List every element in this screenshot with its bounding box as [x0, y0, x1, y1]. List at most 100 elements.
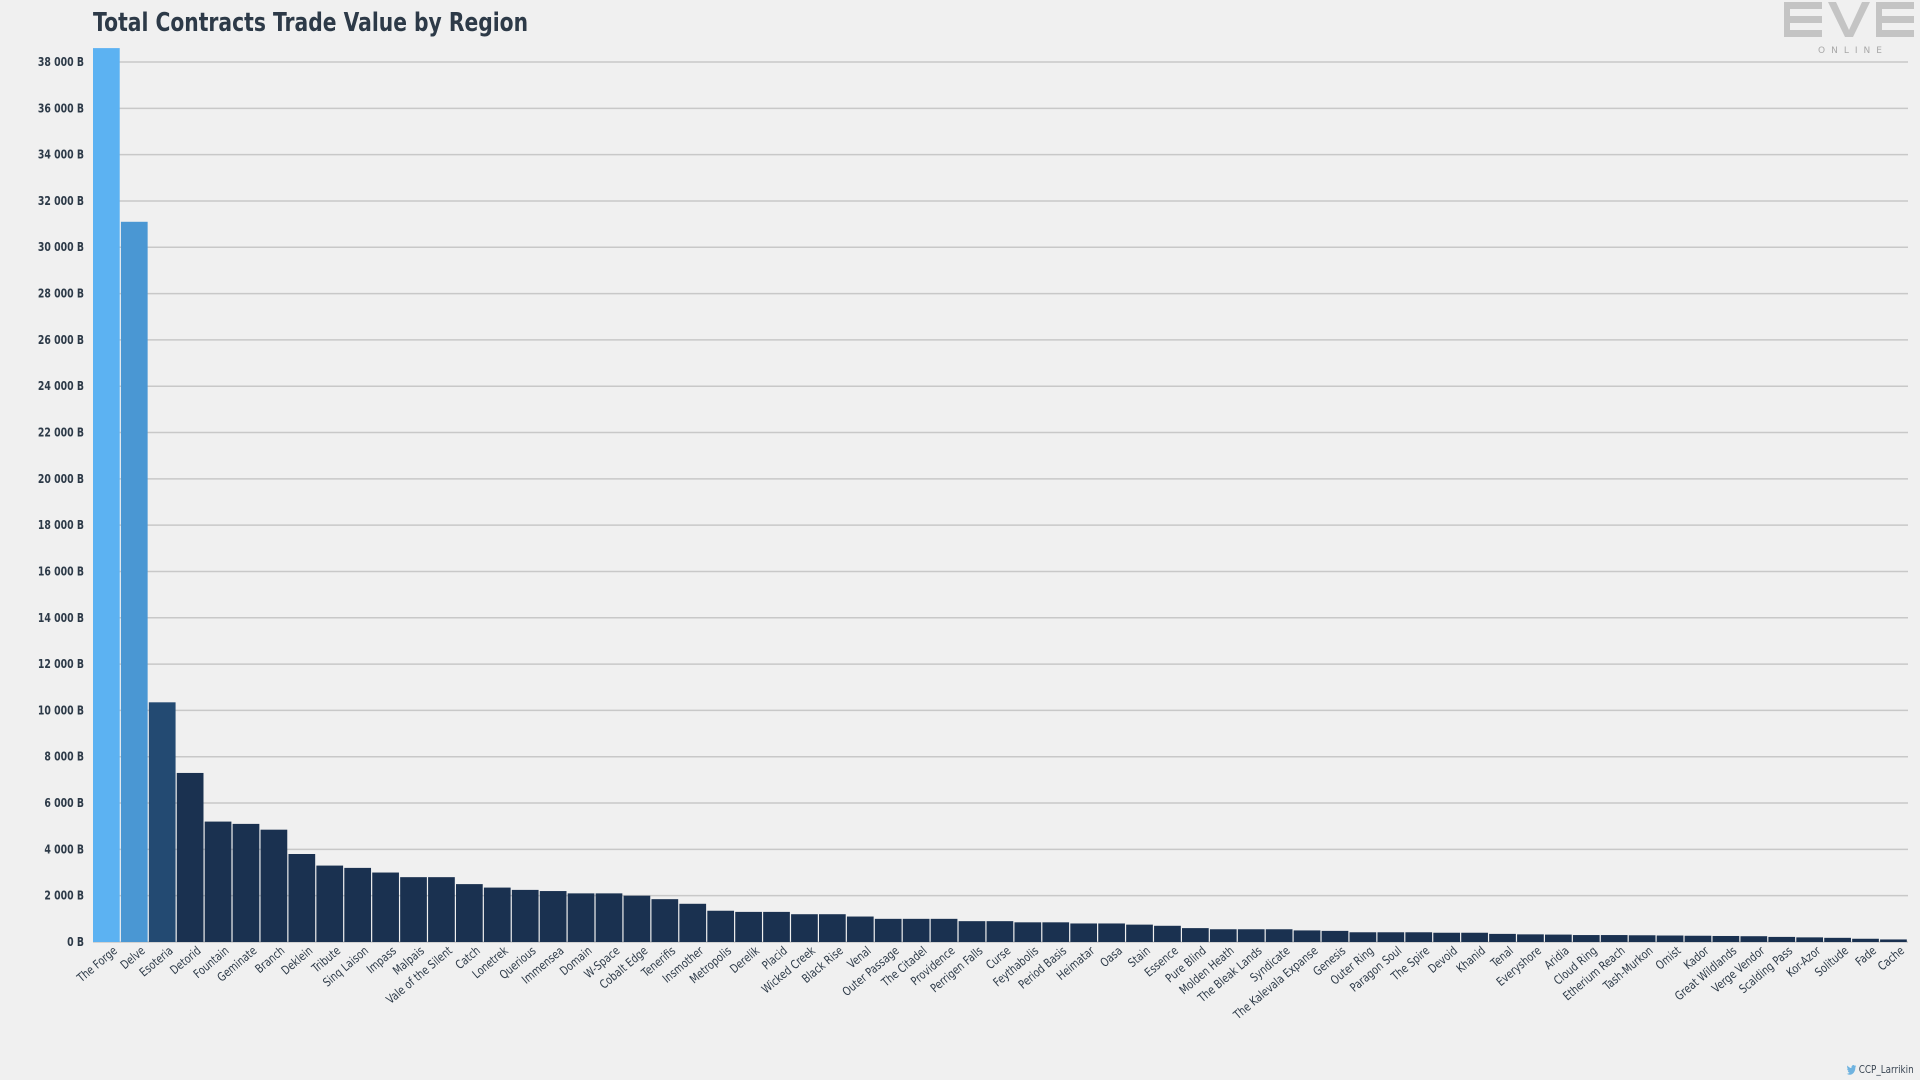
bar [1293, 930, 1321, 942]
bar [1684, 935, 1712, 942]
bar [1014, 922, 1042, 942]
x-tick-label: Deklein [279, 944, 316, 978]
bar [1656, 935, 1684, 942]
x-tick-label: Oasa [1097, 944, 1125, 971]
bar [1572, 935, 1600, 942]
bar [1489, 933, 1516, 942]
bar [372, 872, 399, 942]
y-tick-label: 24 000 B [38, 379, 84, 393]
bar [986, 921, 1014, 942]
bar [400, 877, 427, 942]
author-credit: CCP_Larrikin [1847, 1063, 1914, 1076]
x-tick-label: Devoid [1425, 944, 1460, 977]
bar [874, 918, 902, 942]
x-tick-label: Fade [1853, 943, 1880, 969]
x-tick-label: Cache [1875, 943, 1907, 973]
bar [791, 914, 818, 942]
bar [958, 921, 986, 942]
bar [1209, 929, 1237, 942]
bar [595, 893, 623, 942]
bar [930, 918, 958, 942]
bar [846, 916, 874, 942]
bar [456, 884, 483, 942]
y-tick-label: 8 000 B [44, 750, 84, 764]
bar [679, 903, 707, 942]
eve-online-logo [1784, 2, 1914, 37]
bar [1824, 937, 1851, 942]
bar [428, 877, 455, 942]
y-tick-label: 0 B [67, 935, 84, 949]
bar [819, 914, 846, 942]
y-tick-label: 36 000 B [38, 101, 84, 115]
bar [176, 772, 204, 942]
y-tick-label: 26 000 B [38, 333, 84, 347]
y-tick-label: 6 000 B [44, 796, 84, 810]
bar [120, 221, 148, 943]
bar [1768, 936, 1796, 942]
bar [1600, 935, 1628, 942]
y-tick-label: 32 000 B [38, 194, 84, 208]
bar [1517, 934, 1544, 942]
bar [1265, 929, 1293, 942]
y-axis-ticks: 0 B 2 000 B 4 000 B 6 000 B 8 000 B 10 000 B 1… [38, 55, 84, 949]
logo-subtitle: ONLINE [1818, 46, 1888, 56]
grid-lines [93, 61, 1908, 943]
credit-handle: CCP_Larrikin [1859, 1063, 1914, 1076]
bar [1349, 932, 1377, 942]
y-tick-label: 10 000 B [38, 703, 84, 717]
y-tick-label: 18 000 B [38, 518, 84, 532]
bar [260, 829, 288, 942]
bar [204, 821, 232, 942]
y-tick-label: 4 000 B [44, 842, 84, 856]
bar [539, 891, 567, 942]
bar [344, 867, 372, 942]
x-axis-ticks: The ForgeDelveEsoteriaDetoridFountainGem… [74, 943, 1908, 1023]
bar [1070, 923, 1098, 942]
bar [1433, 932, 1461, 942]
bar [735, 911, 762, 942]
bar [1796, 937, 1824, 942]
bar [707, 910, 735, 942]
bar [1237, 929, 1265, 942]
chart-title: Total Contracts Trade Value by Region [93, 8, 529, 38]
bar [316, 865, 344, 942]
bar [1042, 922, 1070, 942]
bars [93, 48, 1907, 943]
y-tick-label: 22 000 B [38, 425, 84, 439]
y-tick-label: 16 000 B [38, 564, 84, 578]
bar [232, 823, 260, 942]
bar [1852, 938, 1879, 942]
y-tick-label: 28 000 B [38, 286, 84, 300]
bar [763, 911, 790, 942]
bar [1545, 934, 1572, 942]
bar [1126, 924, 1153, 942]
bar [1712, 935, 1740, 942]
bar [511, 889, 539, 942]
y-tick-label: 38 000 B [38, 55, 84, 69]
x-tick-label: Derelik [727, 943, 763, 976]
twitter-bird-icon [1847, 1064, 1857, 1075]
y-tick-label: 14 000 B [38, 611, 84, 625]
bar [288, 854, 316, 942]
bar [1628, 935, 1656, 942]
y-tick-label: 2 000 B [44, 889, 84, 903]
bar [651, 899, 679, 942]
x-tick-label: Khanid [1454, 944, 1489, 976]
y-tick-label: 34 000 B [38, 147, 84, 161]
bar [1405, 932, 1433, 942]
bar [483, 887, 511, 942]
bar [1880, 939, 1907, 942]
x-tick-label: The Forge [74, 943, 121, 985]
x-tick-label: Omist [1653, 944, 1684, 973]
bar [148, 702, 176, 942]
bar [1321, 930, 1349, 942]
bar [1098, 923, 1125, 942]
bar [1377, 932, 1405, 942]
bar [902, 918, 930, 942]
bar [1740, 936, 1768, 942]
bar [1461, 932, 1488, 942]
bar [1154, 925, 1181, 942]
bar [567, 893, 595, 942]
y-tick-label: 12 000 B [38, 657, 84, 671]
